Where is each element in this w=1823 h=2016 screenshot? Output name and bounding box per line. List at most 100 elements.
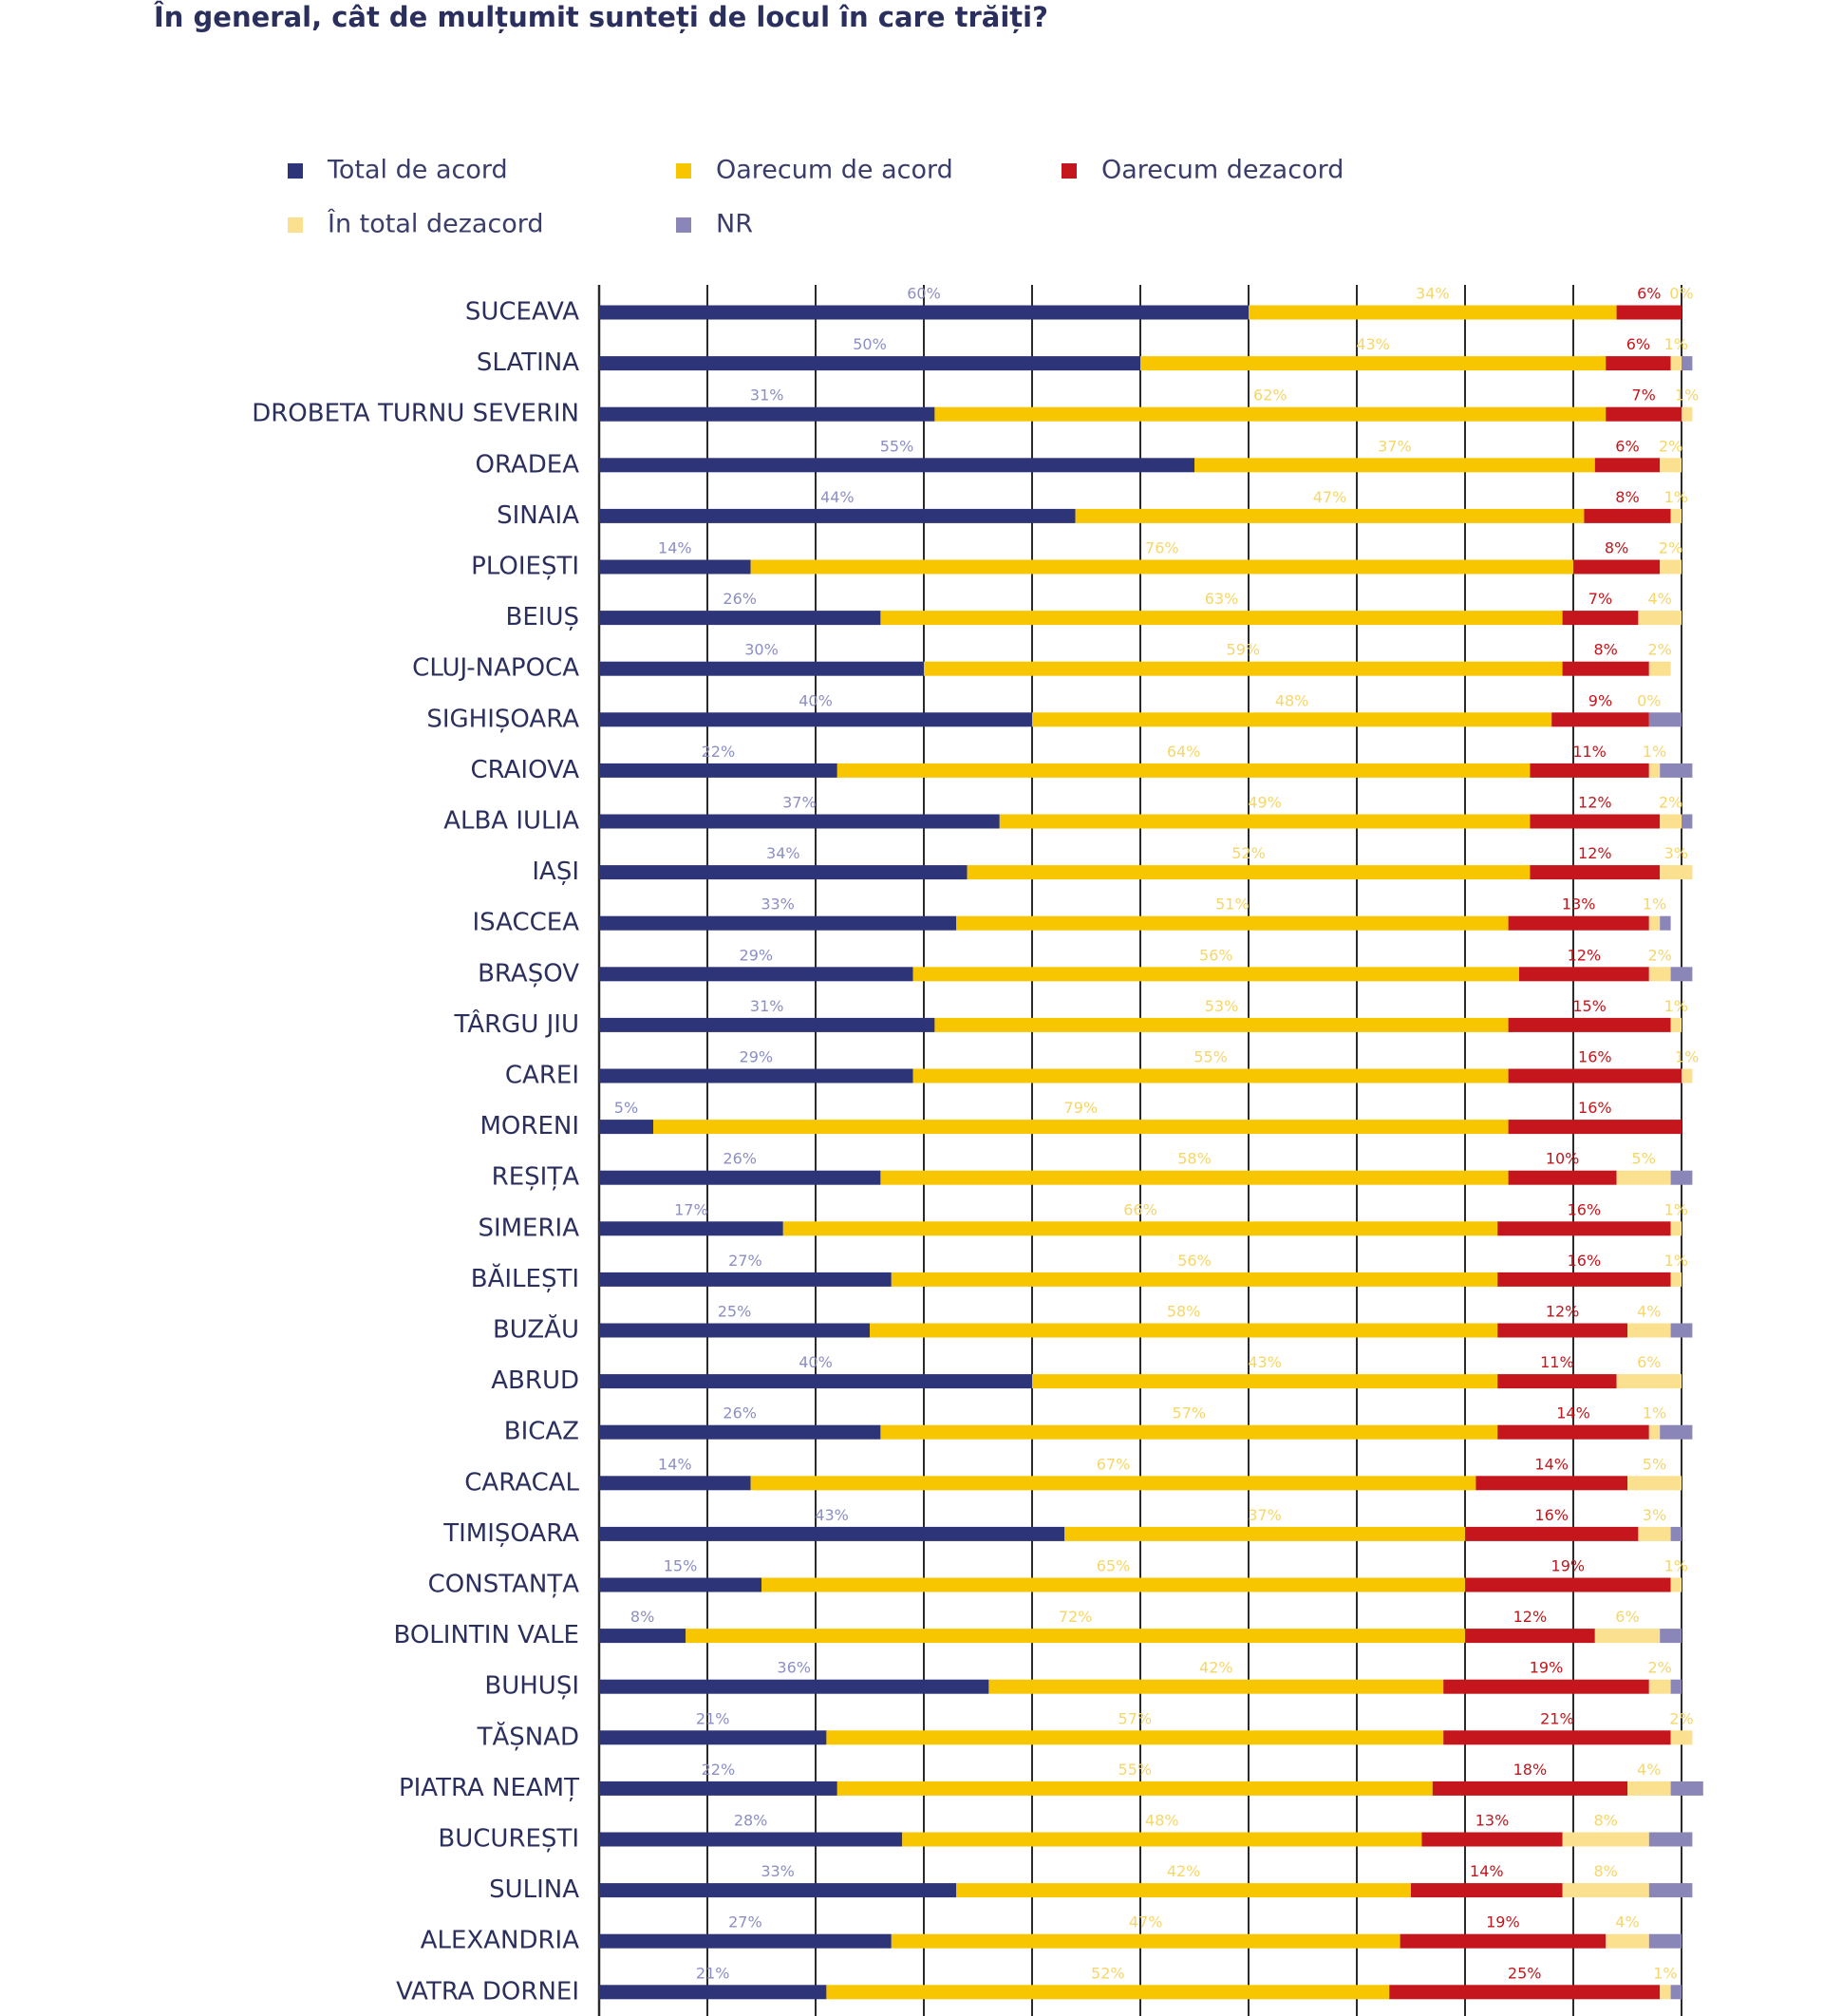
bar-segment — [1648, 967, 1671, 982]
data-label: 62% — [1253, 386, 1287, 405]
data-label: 25% — [1508, 1964, 1542, 1982]
bar-segment — [1660, 915, 1671, 931]
bar-segment — [1660, 458, 1682, 473]
bar-segment — [599, 1323, 870, 1338]
data-label: 8% — [1594, 1812, 1618, 1830]
bar-segment — [1606, 1933, 1649, 1949]
bar-segment — [999, 814, 1531, 829]
data-label: 6% — [1637, 285, 1661, 303]
y-tick-label: PIATRA NEAMȚ — [399, 1774, 579, 1802]
data-label: 30% — [744, 641, 779, 659]
bar-segment — [1682, 1068, 1693, 1083]
data-label: 31% — [750, 386, 784, 405]
data-label: 49% — [1248, 794, 1282, 812]
bar-segment — [1594, 458, 1661, 473]
legend-swatch — [676, 163, 691, 179]
data-label: 12% — [1568, 946, 1602, 964]
y-tick-label: ISACCEA — [472, 909, 579, 937]
bar-segment — [599, 611, 881, 626]
data-label: 65% — [1097, 1557, 1131, 1575]
data-label: 37% — [782, 794, 817, 812]
data-label: 52% — [1091, 1964, 1125, 1982]
bar-segment — [1660, 865, 1693, 880]
data-label: 64% — [1167, 743, 1201, 761]
bar-segment — [1508, 1120, 1682, 1135]
bar-segment — [1508, 1017, 1671, 1032]
bar-segment — [1670, 1221, 1682, 1236]
data-label: 1% — [1675, 1048, 1699, 1066]
data-label: 33% — [761, 895, 795, 914]
legend-label: Oarecum dezacord — [1101, 156, 1344, 185]
data-label: 11% — [1540, 1353, 1574, 1371]
data-label: 50% — [853, 335, 887, 353]
bar-segment — [1670, 967, 1693, 982]
bar-segment — [1519, 967, 1649, 982]
bar-segment — [1606, 356, 1671, 371]
data-label: 12% — [1513, 1608, 1548, 1626]
data-label: 29% — [740, 1048, 774, 1066]
y-tick-label: ORADEA — [476, 450, 580, 479]
bar-segment — [1573, 559, 1661, 575]
y-tick-label: MORENI — [479, 1112, 579, 1140]
data-label: 1% — [1643, 895, 1666, 914]
legend-label: În total dezacord — [327, 209, 544, 239]
data-label: 43% — [1248, 1353, 1282, 1371]
bar-segment — [1648, 915, 1661, 931]
bar-segment — [912, 967, 1519, 982]
data-label: 15% — [1572, 997, 1607, 1015]
bar-segment — [599, 1629, 686, 1644]
bar-segment — [782, 1221, 1498, 1236]
y-tick-label: IAȘI — [532, 857, 579, 886]
y-tick-label: CARACAL — [464, 1468, 579, 1497]
data-label: 14% — [658, 539, 692, 557]
bar-segment — [1497, 1323, 1627, 1338]
bar-segment — [880, 1424, 1498, 1440]
bar-segment — [599, 1730, 827, 1745]
data-label: 14% — [1470, 1862, 1504, 1880]
data-label: 0% — [1637, 691, 1661, 709]
bar-segment — [1389, 1985, 1661, 2000]
bar-segment — [1648, 1832, 1693, 1847]
bar-segment — [956, 1883, 1411, 1898]
bar-segment — [1032, 712, 1552, 727]
data-label: 11% — [1572, 743, 1607, 761]
data-label: 16% — [1578, 1099, 1612, 1117]
data-label: 56% — [1177, 1252, 1212, 1270]
y-tick-label: SUCEAVA — [465, 298, 579, 327]
bar-segment — [912, 1068, 1509, 1083]
data-label: 16% — [1534, 1506, 1569, 1524]
bar-segment — [653, 1120, 1509, 1135]
bar-segment — [686, 1629, 1465, 1644]
data-label: 4% — [1637, 1303, 1661, 1321]
y-tick-label: TIMIȘOARA — [442, 1519, 579, 1548]
data-label: 21% — [1540, 1709, 1574, 1727]
data-label: 51% — [1215, 895, 1250, 914]
bar-segment — [1032, 1374, 1498, 1389]
bar-segment — [599, 1985, 827, 2000]
bar-segment — [1670, 1017, 1682, 1032]
data-label: 12% — [1578, 794, 1612, 812]
data-label: 1% — [1664, 1252, 1688, 1270]
bar-segment — [1660, 559, 1682, 575]
data-label: 72% — [1059, 1608, 1093, 1626]
data-label: 44% — [820, 488, 855, 506]
y-tick-label: SINAIA — [497, 501, 579, 530]
data-label: 1% — [1643, 1404, 1666, 1423]
bar-segment — [1682, 814, 1693, 829]
data-label: 48% — [1275, 691, 1309, 709]
data-label: 29% — [740, 946, 774, 964]
y-tick-label: CLUJ-NAPOCA — [412, 654, 579, 683]
y-tick-label: SLATINA — [477, 349, 579, 377]
bar-segment — [967, 865, 1531, 880]
data-label: 66% — [1123, 1200, 1157, 1218]
data-label: 13% — [1562, 895, 1596, 914]
bar-segment — [1249, 305, 1617, 320]
bar-segment — [880, 1170, 1509, 1185]
bar-segment — [1497, 1424, 1649, 1440]
bar-segment — [1627, 1780, 1671, 1796]
bar-segment — [1648, 712, 1682, 727]
data-label: 48% — [1145, 1812, 1179, 1830]
bar-segment — [599, 559, 751, 575]
bar-segment — [1421, 1832, 1563, 1847]
data-label: 31% — [750, 997, 784, 1015]
